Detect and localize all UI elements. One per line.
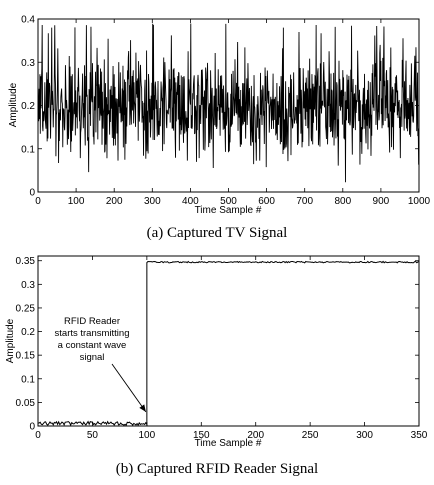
caption-captured-tv-signal: (a) Captured TV Signal: [146, 225, 288, 241]
chart-b-y-tick-label: 0.2: [21, 327, 35, 338]
chart-b-y-tick-label: 0.05: [16, 398, 36, 409]
chart-b-y-axis-label: Amplitude: [5, 318, 16, 363]
chart-b-y-tick-label: 0.1: [21, 374, 35, 385]
chart-captured-rfid-reader-signal: 0 50 100 150 200 250 300 350 0 0.05 0.1 0.15 0.2 0.25…: [5, 255, 428, 449]
chart-a-x-tick-label: 800: [334, 196, 351, 207]
chart-a-x-tick-label: 700: [296, 196, 313, 207]
chart-b-x-tick-label: 50: [87, 430, 99, 441]
annotation-line-4: signal: [80, 352, 105, 363]
annotation-line-1: RFID Reader: [64, 316, 120, 327]
chart-b-y-tick-label: 0.35: [16, 256, 36, 267]
annotation-arrowhead: [139, 404, 146, 412]
chart-b-x-tick-label: 350: [411, 430, 428, 441]
chart-a-series-line: [37, 23, 420, 183]
chart-a-y-tick-label: 0: [29, 188, 35, 199]
chart-b-x-tick-label: 0: [35, 430, 41, 441]
chart-b-axes-frame: [37, 255, 420, 427]
chart-b-x-tick-label: 300: [356, 430, 373, 441]
chart-a-x-tick-label: 500: [220, 196, 237, 207]
chart-a-y-tick-label: 0.2: [21, 101, 35, 112]
chart-a-x-axis-label: Time Sample #: [195, 205, 262, 216]
chart-b-y-tick-label: 0.25: [16, 303, 36, 314]
chart-a-x-tick-label: 400: [182, 196, 199, 207]
chart-b-x-tick-label: 150: [193, 430, 210, 441]
chart-a-x-tick-label: 300: [144, 196, 161, 207]
chart-a-ticks: 0 100 200 300 400 500 600 700 800 900 1000 0 0.1 0.2 0…: [21, 15, 430, 208]
chart-a-y-tick-label: 0.1: [21, 144, 35, 155]
chart-b-x-tick-label: 200: [247, 430, 264, 441]
chart-a-y-tick-label: 0.3: [21, 58, 35, 69]
chart-a-x-tick-label: 900: [373, 196, 390, 207]
caption-captured-rfid-reader-signal: (b) Captured RFID Reader Signal: [115, 461, 319, 477]
chart-a-axes-frame: [37, 18, 420, 193]
chart-b-y-tick-label: 0: [29, 422, 35, 433]
chart-a-x-tick-label: 600: [258, 196, 275, 207]
chart-b-x-tick-label: 250: [302, 430, 319, 441]
chart-b-x-axis-label: Time Sample #: [195, 438, 262, 449]
chart-b-x-tick-label: 100: [139, 430, 156, 441]
chart-a-y-axis-label: Amplitude: [8, 82, 19, 127]
chart-b-y-tick-label: 0.3: [21, 280, 35, 291]
chart-a-x-tick-label: 1000: [408, 196, 431, 207]
chart-a-x-tick-label: 100: [68, 196, 85, 207]
chart-b-ticks: 0 50 100 150 200 250 300 350 0 0.05 0.1 0.15 0.2 0.25…: [16, 256, 428, 441]
chart-a-y-tick-label: 0.4: [21, 15, 35, 26]
chart-a-x-tick-label: 0: [35, 196, 41, 207]
annotation-line-3: a constant wave: [58, 340, 127, 351]
chart-captured-tv-signal: 0 100 200 300 400 500 600 700 800 900 1000 0 0.1 0.2 0…: [8, 15, 431, 217]
chart-b-series-line: [37, 260, 420, 427]
chart-b-y-tick-label: 0.15: [16, 351, 36, 362]
annotation-arrow: [111, 363, 147, 413]
chart-a-x-tick-label: 200: [106, 196, 123, 207]
annotation-line-2: starts transmitting: [55, 328, 130, 339]
chart-b-annotation: RFID Reader starts transmitting a consta…: [55, 316, 147, 413]
